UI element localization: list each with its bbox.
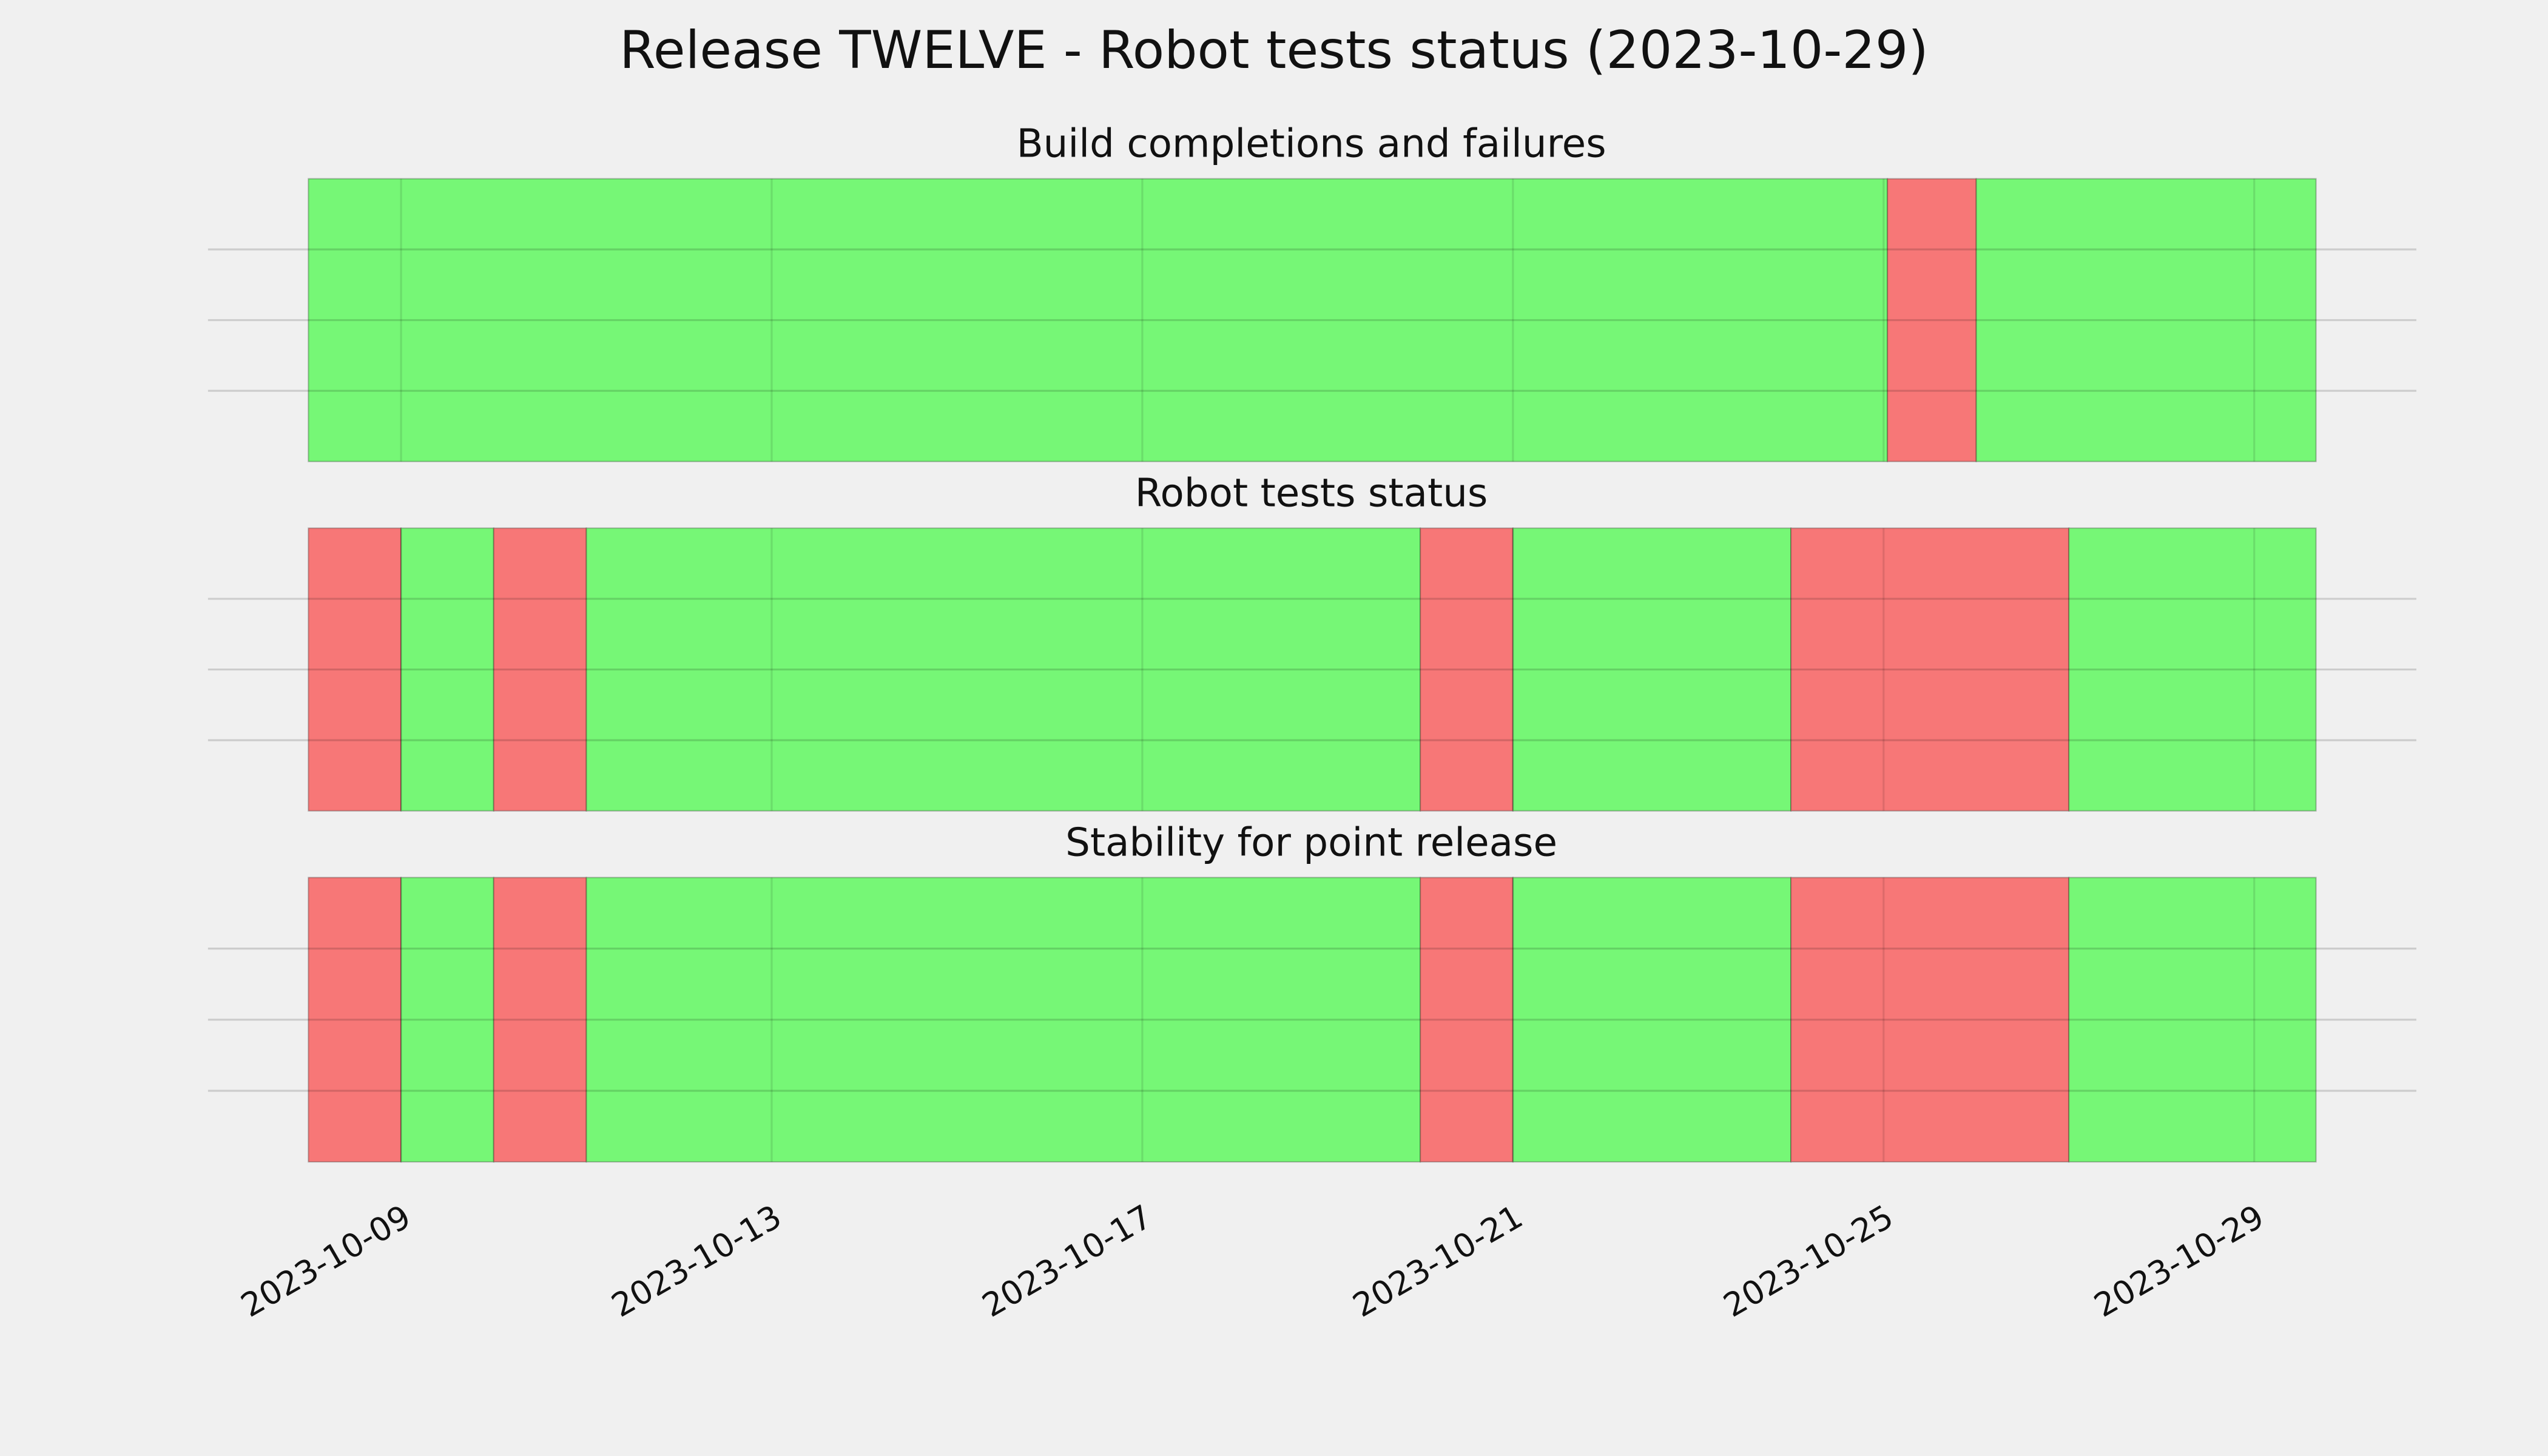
panel-title: Robot tests status bbox=[1135, 471, 1488, 516]
status-span bbox=[308, 178, 1889, 462]
status-span bbox=[585, 877, 1421, 1163]
status-span bbox=[2068, 877, 2317, 1163]
status-span bbox=[1790, 877, 2070, 1163]
status-span bbox=[1512, 877, 1792, 1163]
panel-title: Stability for point release bbox=[1065, 820, 1557, 865]
status-span bbox=[493, 527, 587, 812]
status-span bbox=[400, 877, 494, 1163]
chart-title: Release TWELVE - Robot tests status (202… bbox=[619, 20, 1929, 81]
status-span bbox=[1887, 178, 1977, 462]
status-span bbox=[1420, 877, 1514, 1163]
status-span bbox=[1512, 527, 1792, 812]
status-span bbox=[585, 527, 1421, 812]
status-span bbox=[2068, 527, 2317, 812]
status-span bbox=[1975, 178, 2317, 462]
status-span bbox=[400, 527, 494, 812]
status-span bbox=[308, 527, 402, 812]
panel-title: Build completions and failures bbox=[1017, 121, 1606, 167]
status-span bbox=[1420, 527, 1514, 812]
status-span bbox=[1790, 527, 2070, 812]
status-span bbox=[308, 877, 402, 1163]
status-span bbox=[493, 877, 587, 1163]
